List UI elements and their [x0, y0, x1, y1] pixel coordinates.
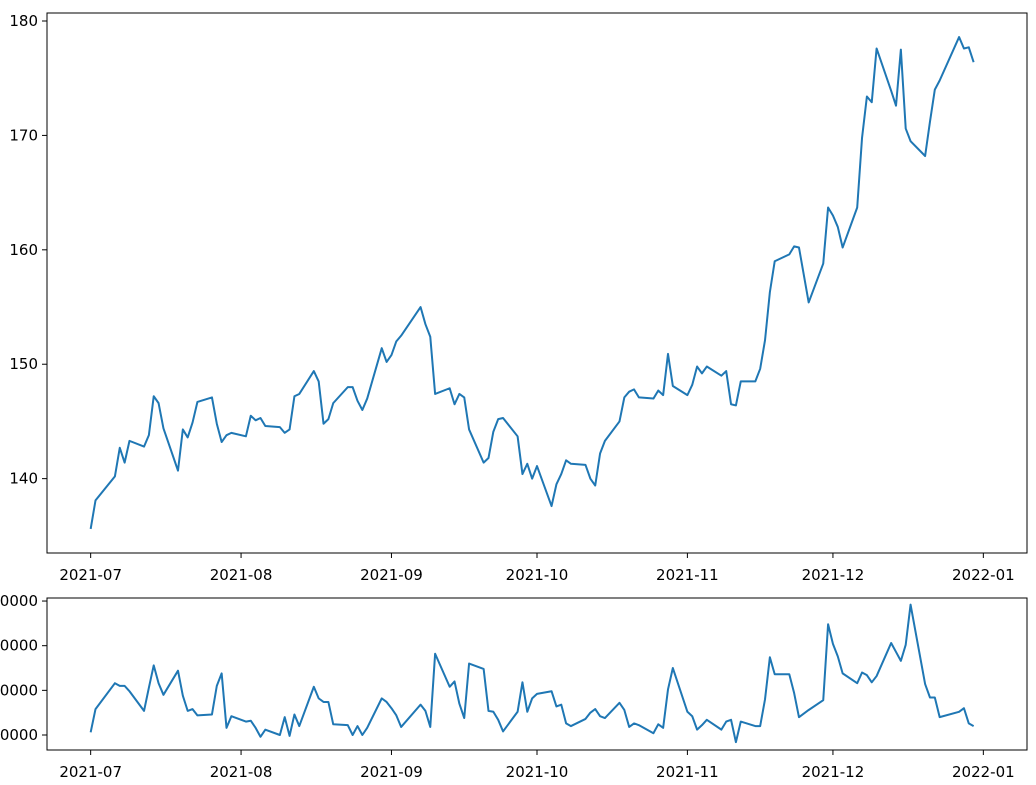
x-tick-label: 2021-07	[59, 763, 122, 781]
y-tick-label: 140	[9, 470, 38, 488]
x-tick-label: 2021-12	[802, 763, 865, 781]
x-tick-label: 2021-09	[360, 566, 423, 584]
x-tick-label: 2021-08	[210, 566, 273, 584]
x-tick-label: 2021-11	[656, 763, 719, 781]
x-tick-label: 2021-08	[210, 763, 273, 781]
x-tick-label: 2021-12	[802, 566, 865, 584]
plot-frame	[46, 12, 1028, 554]
x-tick-label: 2021-09	[360, 763, 423, 781]
x-tick-label: 2022-01	[952, 763, 1015, 781]
y-tick-label: 50000000	[0, 726, 38, 744]
y-tick-label: 160	[9, 241, 38, 259]
y-tick-label: 150	[9, 355, 38, 373]
data-line	[89, 36, 975, 530]
x-tick-label: 2022-01	[952, 566, 1015, 584]
x-tick-label: 2021-10	[506, 566, 569, 584]
y-tick-label: 180	[9, 12, 38, 30]
y-tick-label: 200000000	[0, 592, 38, 610]
x-tick-label: 2021-07	[59, 566, 122, 584]
plot-frame	[46, 597, 1028, 751]
y-tick-label: 170	[9, 126, 38, 144]
y-tick-label: 150000000	[0, 637, 38, 655]
data-line	[89, 603, 975, 744]
x-tick-label: 2021-10	[506, 763, 569, 781]
x-tick-label: 2021-11	[656, 566, 719, 584]
